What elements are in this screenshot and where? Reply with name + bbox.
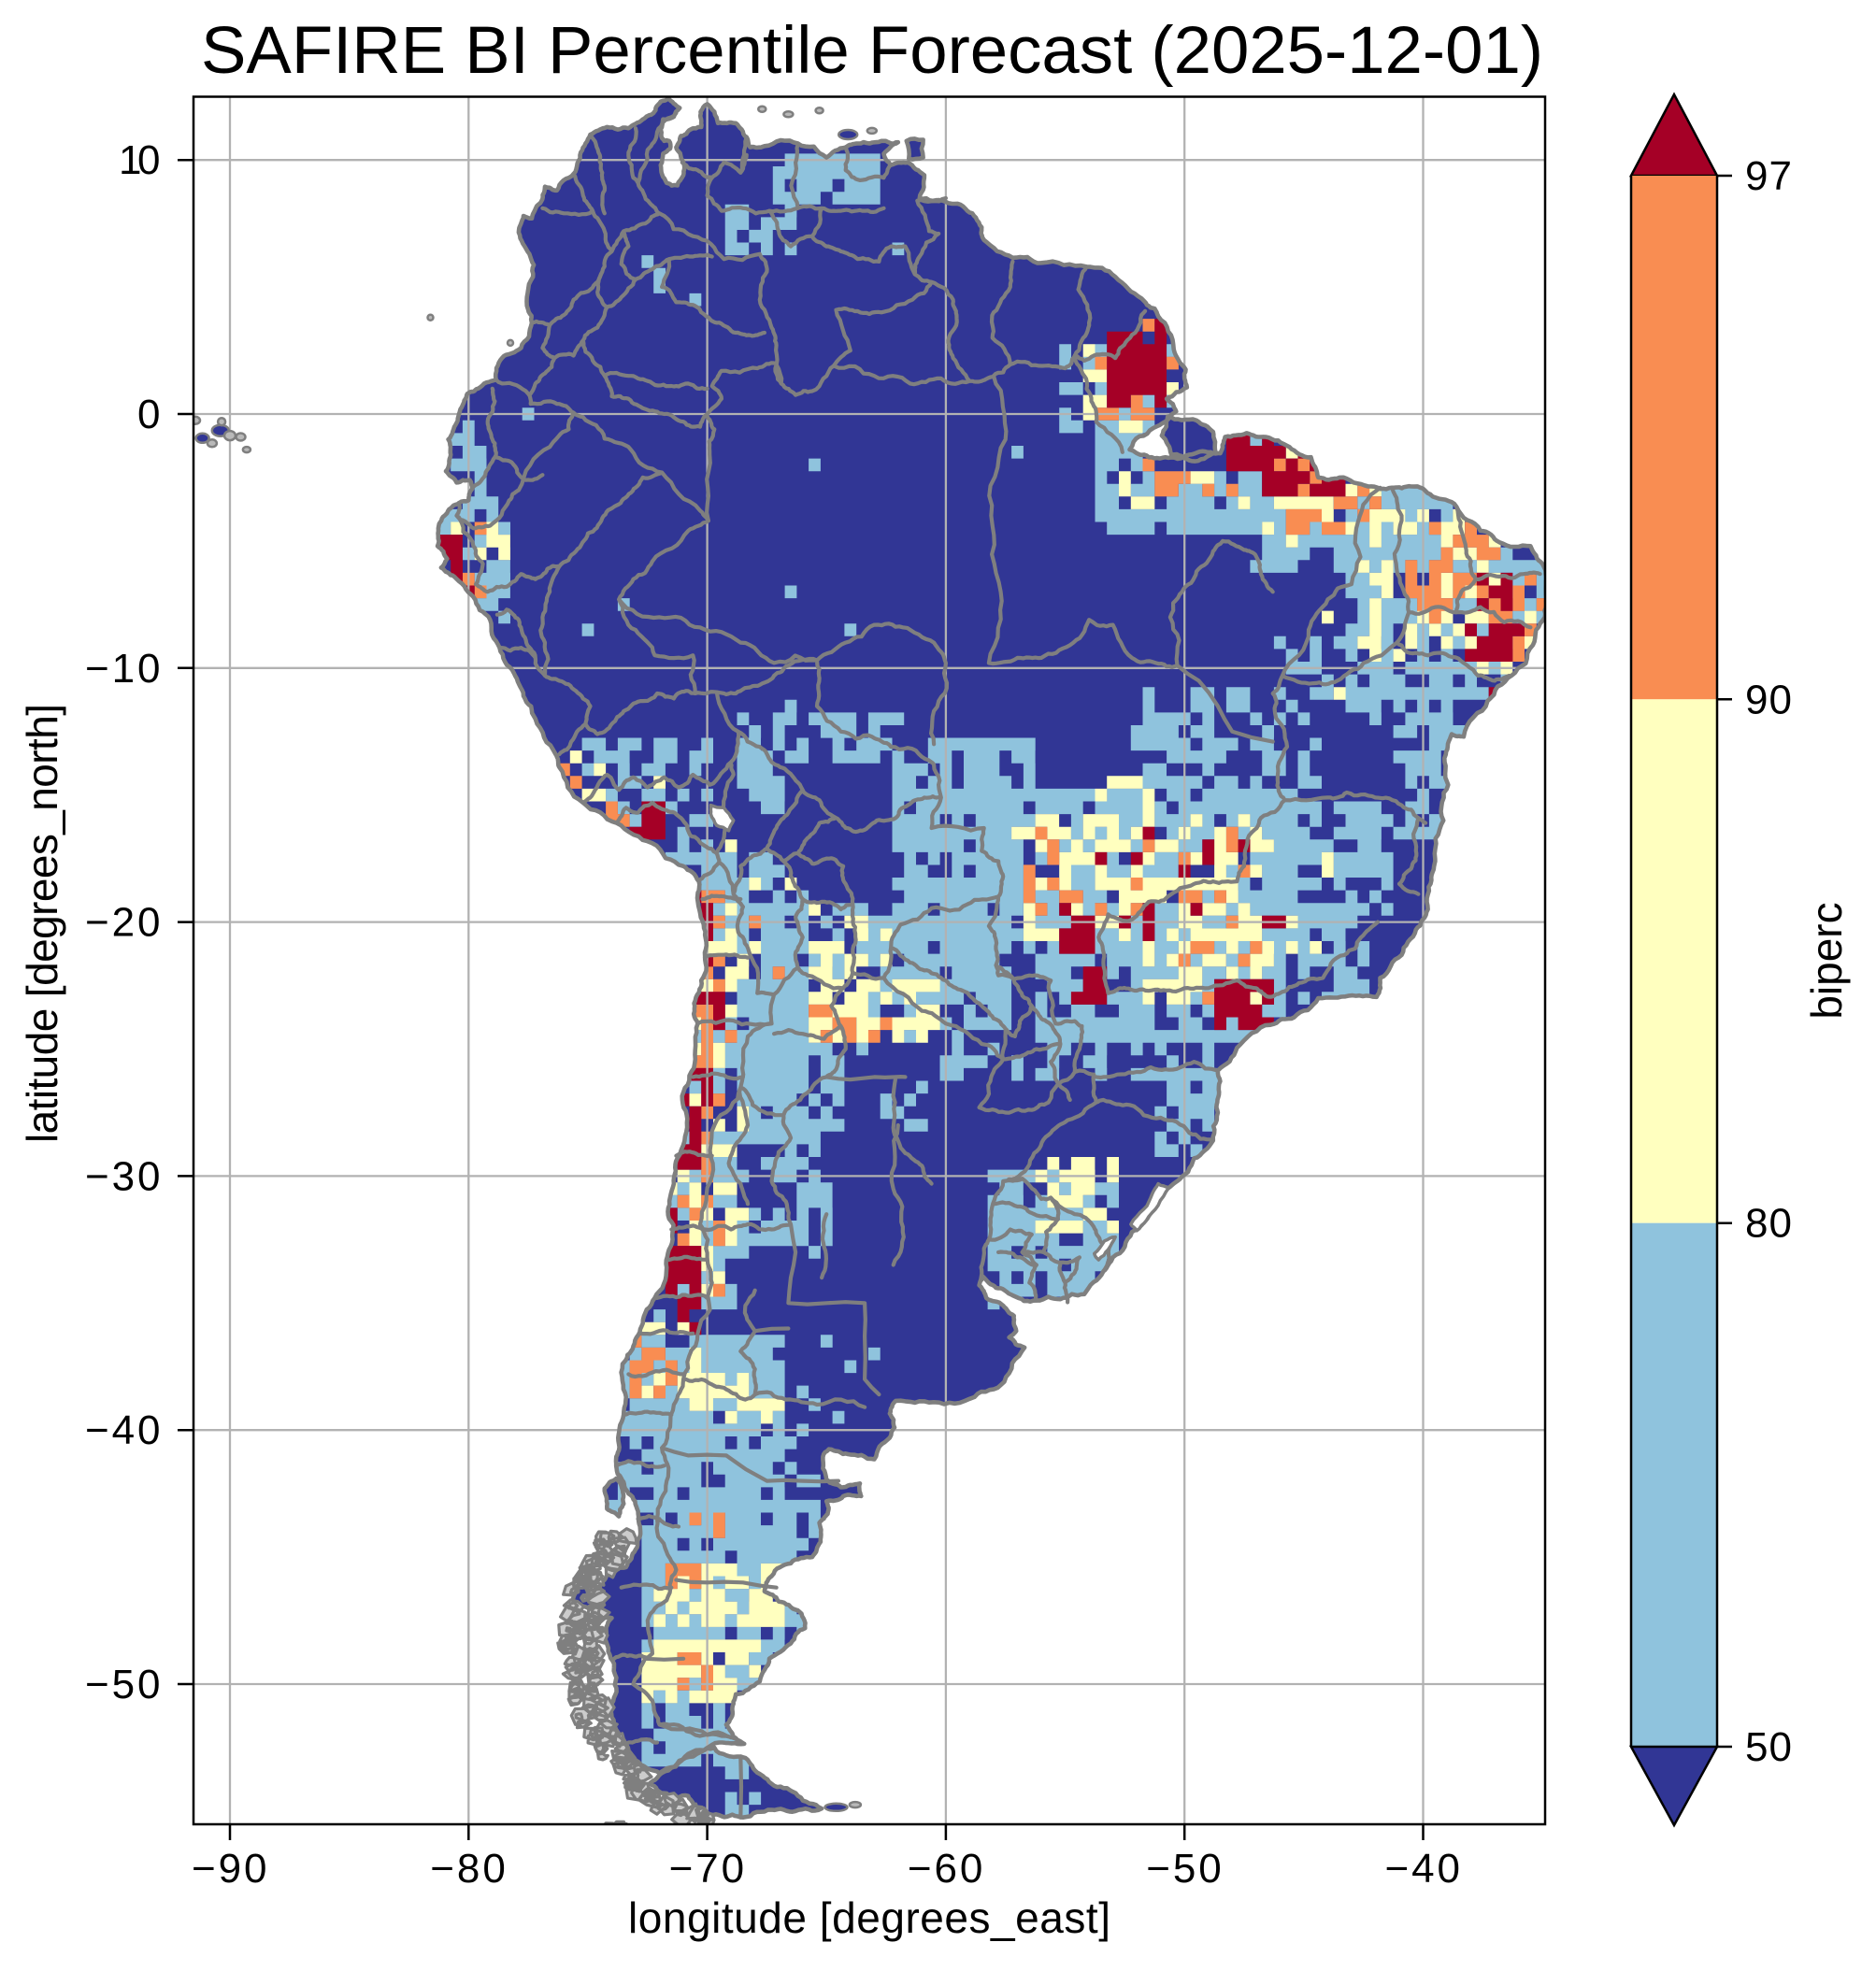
svg-text:−10: −10: [85, 646, 162, 692]
svg-text:−90: −90: [192, 1846, 268, 1892]
svg-text:−40: −40: [85, 1407, 162, 1453]
svg-text:−60: −60: [908, 1846, 984, 1892]
svg-text:longitude [degrees_east]: longitude [degrees_east]: [628, 1893, 1110, 1942]
svg-text:−50: −50: [85, 1662, 162, 1707]
svg-text:biperc: biperc: [1802, 902, 1851, 1019]
svg-text:−40: −40: [1385, 1846, 1462, 1892]
svg-text:−70: −70: [669, 1846, 746, 1892]
svg-text:10: 10: [119, 137, 162, 183]
svg-text:SAFIRE BI Percentile Forecast: SAFIRE BI Percentile Forecast (2025-12-0…: [201, 14, 1543, 88]
svg-text:50: 50: [1745, 1724, 1792, 1770]
svg-text:−20: −20: [85, 900, 162, 946]
svg-text:−30: −30: [85, 1153, 162, 1199]
svg-text:90: 90: [1745, 677, 1792, 722]
svg-text:−50: −50: [1146, 1846, 1223, 1892]
svg-text:80: 80: [1745, 1201, 1792, 1247]
svg-text:0: 0: [137, 392, 162, 437]
svg-text:97: 97: [1745, 153, 1792, 199]
svg-text:latitude [degrees_north]: latitude [degrees_north]: [18, 704, 66, 1143]
svg-text:−80: −80: [430, 1846, 507, 1892]
